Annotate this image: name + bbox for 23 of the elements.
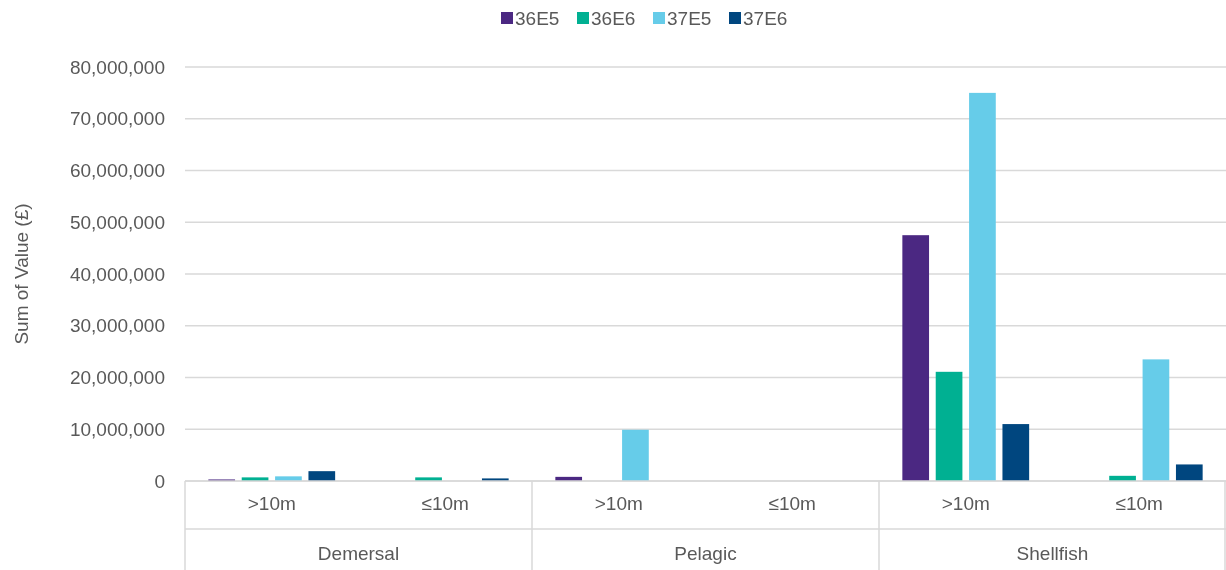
text: Demersal — [317, 543, 400, 564]
y-tick-label: 10,000,000 — [69, 418, 165, 440]
y-tick-label: 50,000,000 — [69, 211, 165, 233]
x-tick-label: ≤10m — [768, 493, 816, 514]
y-tick-label: 0 — [154, 470, 165, 492]
x-tick-label: >10m — [941, 493, 990, 514]
x-tick-label: >10m — [594, 493, 643, 514]
y-axis-title: Sum of Value (£) — [11, 203, 32, 345]
legend-label: 36E6 — [591, 7, 636, 29]
y-tick-label: 60,000,000 — [69, 160, 165, 182]
legend-label: 37E5 — [667, 7, 712, 29]
y-tick-label: 70,000,000 — [69, 108, 165, 130]
y-tick-label: 20,000,000 — [69, 367, 165, 389]
y-tick-label: 30,000,000 — [69, 315, 165, 337]
text: Pelagic — [674, 543, 737, 564]
legend-label: 37E6 — [743, 7, 788, 29]
text: Shellfish — [1016, 543, 1089, 564]
y-tick-label: 80,000,000 — [69, 56, 165, 78]
y-tick-label: 40,000,000 — [69, 263, 165, 285]
legend-label: 36E5 — [515, 7, 560, 29]
x-tick-label: ≤10m — [421, 493, 469, 514]
x-tick-label: ≤10m — [1115, 493, 1163, 514]
x-tick-label: >10m — [247, 493, 296, 514]
